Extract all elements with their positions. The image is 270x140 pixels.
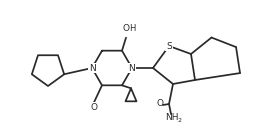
Text: N: N [89, 64, 95, 73]
Text: O: O [157, 99, 164, 108]
Text: O: O [90, 103, 97, 112]
Text: N: N [129, 64, 135, 73]
Text: NH: NH [165, 114, 179, 122]
Text: O: O [123, 24, 130, 33]
Text: 2: 2 [178, 118, 182, 123]
Text: H: H [129, 24, 135, 33]
Text: S: S [166, 41, 172, 51]
